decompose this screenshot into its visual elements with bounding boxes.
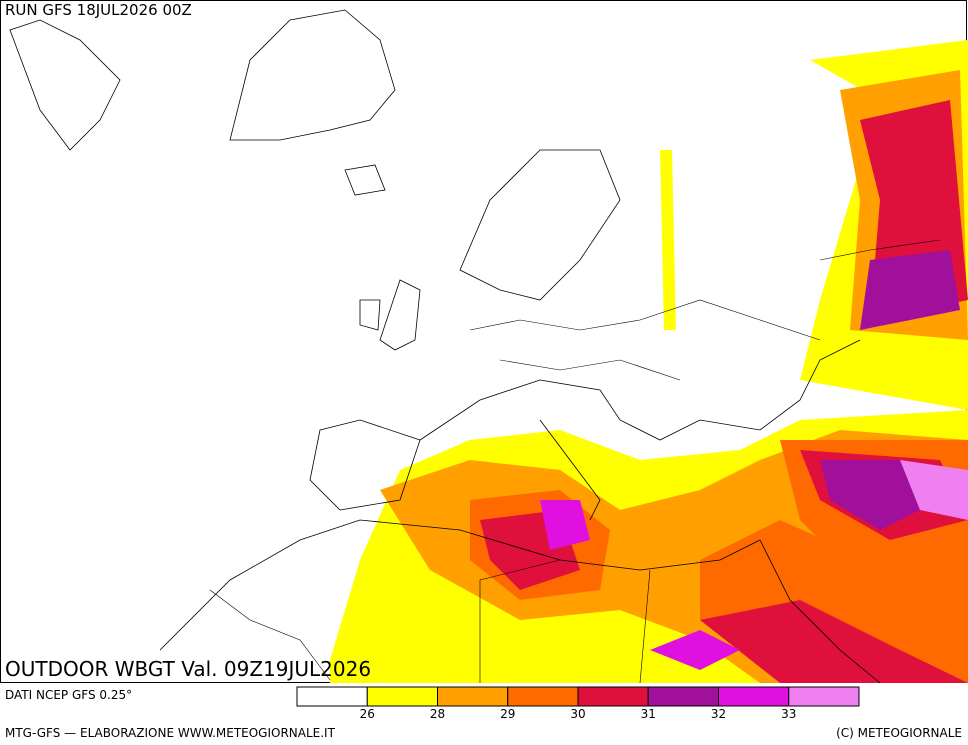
coastlines xyxy=(9,9,881,684)
colorbar: 26 28 29 30 31 32 33 xyxy=(296,686,860,721)
color-swatch xyxy=(437,686,509,707)
map: RUN GFS 18JUL2026 00Z OUTDOOR WBGT Val. … xyxy=(0,0,968,684)
color-swatch xyxy=(647,686,719,707)
color-swatch xyxy=(296,686,368,707)
color-swatch xyxy=(366,686,438,707)
run-label: RUN GFS 18JUL2026 00Z xyxy=(5,1,192,19)
color-swatch xyxy=(718,686,790,707)
borders xyxy=(209,239,941,684)
footer-left: MTG-GFS — ELABORAZIONE WWW.METEOGIORNALE… xyxy=(5,726,336,740)
color-swatch xyxy=(788,686,860,707)
map-title: OUTDOOR WBGT Val. 09Z19JUL2026 xyxy=(5,657,371,681)
colorbar-tick-label: 32 xyxy=(711,707,726,721)
colorbar-tick-label: 29 xyxy=(500,707,515,721)
heat-field xyxy=(330,40,968,683)
color-swatch xyxy=(577,686,649,707)
colorbar-tick-label: 31 xyxy=(641,707,656,721)
footer-right: (C) METEOGIORNALE xyxy=(836,726,962,740)
colorbar-tick-label: 30 xyxy=(570,707,585,721)
colorbar-tick-label: 26 xyxy=(360,707,375,721)
colorbar-tick-label: 33 xyxy=(781,707,796,721)
color-swatch xyxy=(507,686,579,707)
source-label: DATI NCEP GFS 0.25° xyxy=(5,688,132,702)
colorbar-tick-label: 28 xyxy=(430,707,445,721)
